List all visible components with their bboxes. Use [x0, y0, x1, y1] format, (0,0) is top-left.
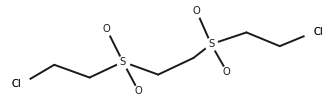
- Text: Cl: Cl: [313, 27, 323, 37]
- Text: O: O: [193, 6, 200, 16]
- Text: O: O: [102, 24, 110, 33]
- Text: Cl: Cl: [11, 79, 21, 89]
- Text: S: S: [208, 39, 214, 49]
- Text: Cl: Cl: [313, 27, 323, 37]
- Text: S: S: [120, 57, 126, 67]
- Text: Cl: Cl: [11, 79, 21, 89]
- Text: O: O: [223, 67, 231, 77]
- Text: O: O: [135, 86, 142, 96]
